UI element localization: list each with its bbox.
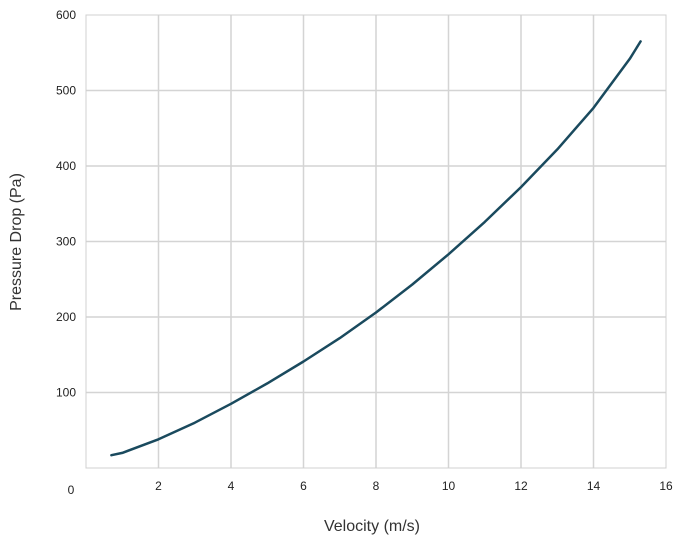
y-tick-label: 200 xyxy=(56,310,76,324)
y-tick-label: 600 xyxy=(56,8,76,22)
y-tick-labels: 100 200 300 400 500 600 xyxy=(56,8,76,400)
origin-tick-label: 0 xyxy=(68,483,75,497)
x-tick-label: 12 xyxy=(514,479,528,493)
x-tick-label: 10 xyxy=(442,479,456,493)
grid xyxy=(86,15,666,468)
plot-frame xyxy=(85,14,667,469)
x-axis-label: Velocity (m/s) xyxy=(324,518,420,535)
x-tick-label: 14 xyxy=(587,479,601,493)
y-tick-label: 300 xyxy=(56,235,76,249)
x-tick-label: 8 xyxy=(373,479,380,493)
x-tick-label: 4 xyxy=(228,479,235,493)
y-tick-label: 400 xyxy=(56,159,76,173)
x-tick-labels: 2 4 6 8 10 12 14 16 xyxy=(155,479,673,493)
x-tick-label: 2 xyxy=(155,479,162,493)
x-tick-label: 16 xyxy=(659,479,673,493)
y-tick-label: 100 xyxy=(56,386,76,400)
pressure-drop-line xyxy=(110,40,642,457)
series-layer xyxy=(110,40,642,457)
x-tick-label: 6 xyxy=(300,479,307,493)
y-tick-label: 500 xyxy=(56,84,76,98)
y-axis-label: Pressure Drop (Pa) xyxy=(8,173,25,311)
